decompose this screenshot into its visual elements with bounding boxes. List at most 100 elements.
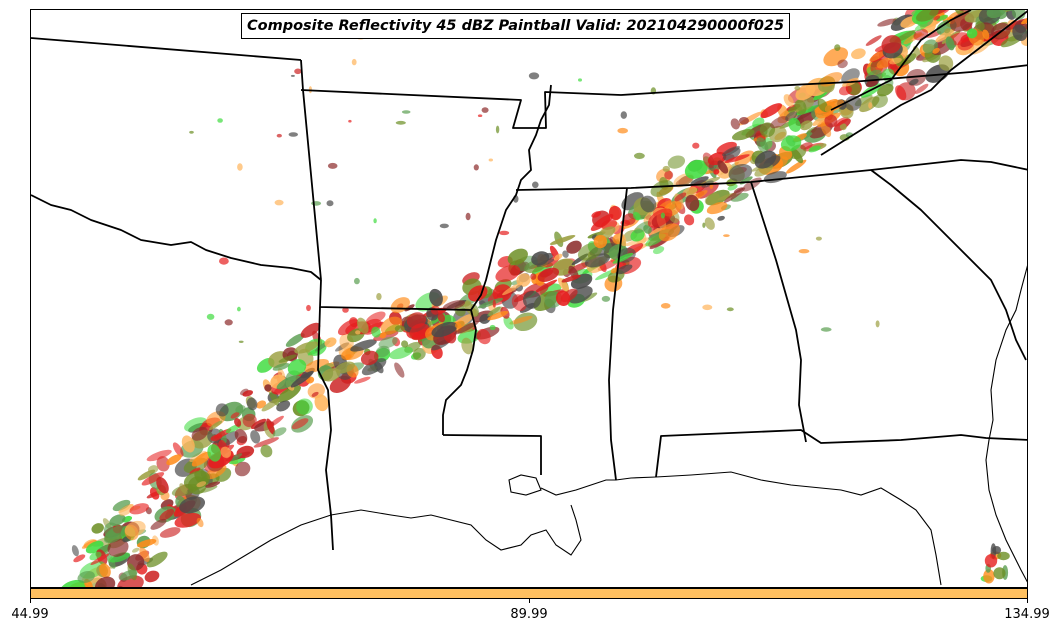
paintball-blob xyxy=(658,223,681,242)
paintball-blob xyxy=(702,304,713,311)
paintball-blob xyxy=(129,503,149,515)
lake-pontchartrain xyxy=(508,474,542,496)
paintball-blob xyxy=(272,427,287,437)
paintball-blob xyxy=(230,412,240,419)
paintball-blob xyxy=(207,444,222,462)
paintball-blob xyxy=(549,235,576,245)
paintball-blob xyxy=(429,288,443,307)
louisiana-mississippi-border xyxy=(442,434,542,475)
paintball-blob xyxy=(324,337,337,348)
paintball-blob xyxy=(242,390,254,397)
paintball-blob xyxy=(794,99,807,115)
paintball-blob xyxy=(306,304,311,312)
paintball-blob xyxy=(730,118,740,130)
paintball-blob xyxy=(704,217,715,230)
paintball-blob xyxy=(660,212,666,219)
paintball-blob xyxy=(139,547,150,563)
paintball-blob xyxy=(131,547,140,553)
paintball-blob xyxy=(59,579,87,587)
paintball-blob xyxy=(938,55,954,71)
paintball-blob xyxy=(509,315,533,325)
paintball-blob xyxy=(210,434,223,441)
paintball-blob xyxy=(975,21,985,32)
paintball-blob xyxy=(683,214,695,226)
mississippi-alabama-coast xyxy=(540,476,657,496)
paintball-blob xyxy=(90,553,110,565)
paintball-blob xyxy=(277,385,301,403)
kansas-oklahoma-border xyxy=(31,37,302,61)
paintball-blob xyxy=(495,125,500,134)
paintball-blob xyxy=(431,321,458,338)
paintball-blob xyxy=(147,465,159,474)
paintball-blob xyxy=(261,398,280,412)
paintball-blob xyxy=(660,303,671,309)
texas-louisiana-coast xyxy=(190,504,582,586)
paintball-blob xyxy=(640,195,657,213)
paintball-blob xyxy=(553,253,563,261)
paintball-blob xyxy=(224,319,233,326)
paintball-blob xyxy=(103,525,126,544)
georgia-carolina-border xyxy=(870,169,1027,361)
paintball-blob xyxy=(272,363,290,371)
paintball-blob xyxy=(770,116,789,129)
paintball-blob xyxy=(787,106,798,113)
paintball-blob xyxy=(91,523,104,534)
florida-panhandle-border xyxy=(655,429,1027,478)
paintball-blob xyxy=(932,47,940,54)
paintball-blob xyxy=(191,426,208,441)
paintball-blob xyxy=(620,111,627,119)
paintball-blob xyxy=(285,333,305,347)
paintball-blob xyxy=(492,284,512,302)
paintball-blob xyxy=(443,300,466,311)
paintball-blob xyxy=(647,208,673,228)
paintball-blob xyxy=(530,273,537,280)
paintball-blob xyxy=(739,117,749,125)
paintball-blob xyxy=(81,539,97,549)
paintball-blob xyxy=(179,496,206,514)
paintball-blob xyxy=(788,117,801,132)
paintball-blob xyxy=(532,181,539,189)
paintball-blob xyxy=(461,337,474,355)
paintball-blob xyxy=(394,362,405,378)
paintball-blob xyxy=(993,567,1006,580)
paintball-blob xyxy=(881,68,895,81)
paintball-blob xyxy=(454,321,479,335)
paintball-blob xyxy=(634,221,651,234)
paintball-blob xyxy=(685,194,700,212)
paintball-blob xyxy=(634,152,645,159)
paintball-blob xyxy=(954,10,964,16)
paintball-blob xyxy=(294,68,302,75)
paintball-blob xyxy=(329,375,352,393)
paintball-blob xyxy=(844,95,862,111)
paintball-blob xyxy=(159,509,175,521)
paintball-blob xyxy=(267,415,284,428)
paintball-blob xyxy=(555,290,571,307)
paintball-blob xyxy=(877,18,897,27)
paintball-blob xyxy=(944,28,951,34)
paintball-blob xyxy=(690,176,709,186)
paintball-blob xyxy=(206,313,215,320)
kentucky-virginia-border xyxy=(830,10,972,111)
paintball-blob xyxy=(237,306,241,312)
paintball-blob xyxy=(726,307,734,312)
paintball-blob xyxy=(179,483,188,495)
paintball-blob xyxy=(868,102,873,109)
paintball-blob xyxy=(561,274,581,283)
paintball-blob xyxy=(354,376,371,384)
paintball-blob xyxy=(326,200,334,207)
paintball-blob xyxy=(557,277,570,293)
paintball-blob xyxy=(209,420,223,431)
paintball-blob xyxy=(314,394,329,412)
map-canvas xyxy=(31,10,1028,587)
paintball-blob xyxy=(895,85,907,101)
paintball-blob xyxy=(156,476,169,494)
paintball-blob xyxy=(730,192,749,202)
paintball-blob xyxy=(287,359,307,376)
paintball-blob xyxy=(531,251,550,266)
paintball-blob xyxy=(109,514,126,527)
paintball-blob xyxy=(489,324,496,331)
paintball-blob xyxy=(1027,10,1028,30)
paintball-blob xyxy=(881,35,902,54)
paintball-blob xyxy=(935,28,956,43)
paintball-blob xyxy=(250,430,261,444)
